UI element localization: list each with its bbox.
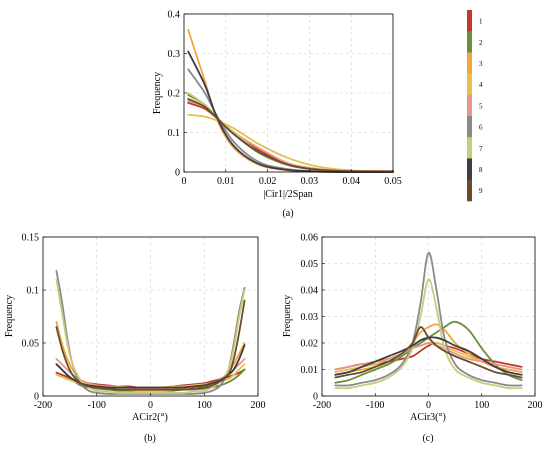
series-line-2 <box>187 94 394 173</box>
series-line-9 <box>334 326 523 379</box>
x-tick-label: 0.02 <box>259 176 277 187</box>
y-tick-label: 0.05 <box>301 259 319 270</box>
panel-a: 0 0.01 0.02 0.03 0.04 0.05 0 0.1 0.2 0.3 0.4 |Cir… <box>152 10 402 220</box>
legend-label-8: 8 <box>479 166 483 174</box>
panel-c-y-ticks: 0 0.01 0.02 0.03 0.04 0.05 0.06 <box>301 233 325 403</box>
series-line-3 <box>55 320 246 392</box>
legend-label-9: 9 <box>479 187 483 195</box>
y-tick-label: 0 <box>175 168 180 179</box>
panel-b-x-axis-label: ACir2(°) <box>132 412 168 423</box>
legend-label-2: 2 <box>479 39 483 47</box>
series-line-5 <box>187 100 394 173</box>
panel-a-x-axis-label: |Cir1|/2Span <box>263 189 313 200</box>
legend-swatch-5 <box>467 94 472 117</box>
panel-c-series <box>334 251 523 390</box>
panel-a-series <box>187 28 394 173</box>
panel-c: -200 -100 0 100 200 0 0.01 0.02 0.03 0.04 0.05 0.0… <box>282 233 543 445</box>
x-tick-label: 100 <box>197 400 212 411</box>
legend-swatch-4 <box>467 73 472 96</box>
legend-swatch-1 <box>467 10 472 32</box>
panel-b-y-axis-label: Frequency <box>4 295 15 337</box>
legend-label-3: 3 <box>479 60 483 68</box>
panel-c-caption: (c) <box>422 433 433 444</box>
x-tick-label: 0 <box>148 400 153 411</box>
x-tick-label: 100 <box>474 400 489 411</box>
series-line-9 <box>55 299 246 391</box>
x-tick-label: 0.03 <box>301 176 319 187</box>
legend-swatch-3 <box>467 52 472 75</box>
x-tick-label: 200 <box>528 400 543 411</box>
series-line-3 <box>187 28 394 173</box>
x-tick-label: 0.04 <box>342 176 360 187</box>
x-tick-label: 0 <box>182 176 187 187</box>
panel-b-caption: (b) <box>144 433 156 444</box>
legend-label-6: 6 <box>479 124 483 132</box>
panel-a-x-ticks: 0 0.01 0.02 0.03 0.04 0.05 <box>182 169 402 187</box>
y-tick-label: 0.15 <box>22 233 40 244</box>
y-tick-label: 0.02 <box>301 339 319 350</box>
panel-c-y-axis-label: Frequency <box>282 295 293 337</box>
x-tick-label: -200 <box>34 400 52 411</box>
y-tick-label: 0.1 <box>168 128 181 139</box>
y-tick-label: 0.05 <box>22 339 40 350</box>
y-tick-label: 0.2 <box>168 89 181 100</box>
y-tick-label: 0.01 <box>301 365 319 376</box>
legend-label-4: 4 <box>479 81 483 89</box>
x-tick-label: 0.05 <box>384 176 402 187</box>
x-tick-label: 0.01 <box>217 176 235 187</box>
x-tick-label: -200 <box>313 400 331 411</box>
y-tick-label: 0.4 <box>168 10 181 21</box>
legend: 1 2 3 4 5 6 7 8 9 <box>467 10 483 202</box>
panel-c-x-axis-label: ACir3(°) <box>410 412 446 423</box>
legend-label-5: 5 <box>479 102 483 110</box>
y-tick-label: 0.04 <box>301 286 319 297</box>
series-line-8 <box>187 50 394 173</box>
legend-swatch-6 <box>467 116 472 138</box>
x-tick-label: 200 <box>251 400 266 411</box>
panel-a-y-ticks: 0 0.1 0.2 0.3 0.4 <box>168 10 187 179</box>
panel-a-y-axis-label: Frequency <box>152 72 163 114</box>
series-line-6 <box>334 251 523 387</box>
panel-b-y-ticks: 0 0.05 0.1 0.15 <box>22 233 46 403</box>
y-tick-label: 0 <box>34 392 39 403</box>
legend-swatch-9 <box>467 179 472 202</box>
panel-b-x-ticks: -200 -100 0 100 200 <box>34 393 266 411</box>
y-tick-label: 0.06 <box>301 233 319 244</box>
y-tick-label: 0.3 <box>168 49 181 60</box>
legend-swatch-8 <box>467 158 472 181</box>
panel-a-grid <box>184 14 393 172</box>
y-tick-label: 0.1 <box>27 286 40 297</box>
x-tick-label: 0 <box>426 400 431 411</box>
legend-label-1: 1 <box>479 18 483 26</box>
legend-swatch-2 <box>467 31 472 53</box>
series-line-9 <box>187 98 394 173</box>
panel-a-caption: (a) <box>282 208 293 219</box>
y-tick-label: 0 <box>313 392 318 403</box>
x-tick-label: -100 <box>366 400 384 411</box>
x-tick-label: -100 <box>88 400 106 411</box>
legend-label-7: 7 <box>479 145 483 153</box>
legend-swatch-7 <box>467 137 472 159</box>
panel-b-grid <box>43 237 258 396</box>
series-line-1 <box>187 101 394 173</box>
panel-c-x-ticks: -200 -100 0 100 200 <box>313 393 543 411</box>
y-tick-label: 0.03 <box>301 312 319 323</box>
series-line-7 <box>334 278 523 390</box>
panel-b: -200 -100 0 100 200 0 0.05 0.1 0.15 ACir2(°) Fr… <box>4 233 266 445</box>
